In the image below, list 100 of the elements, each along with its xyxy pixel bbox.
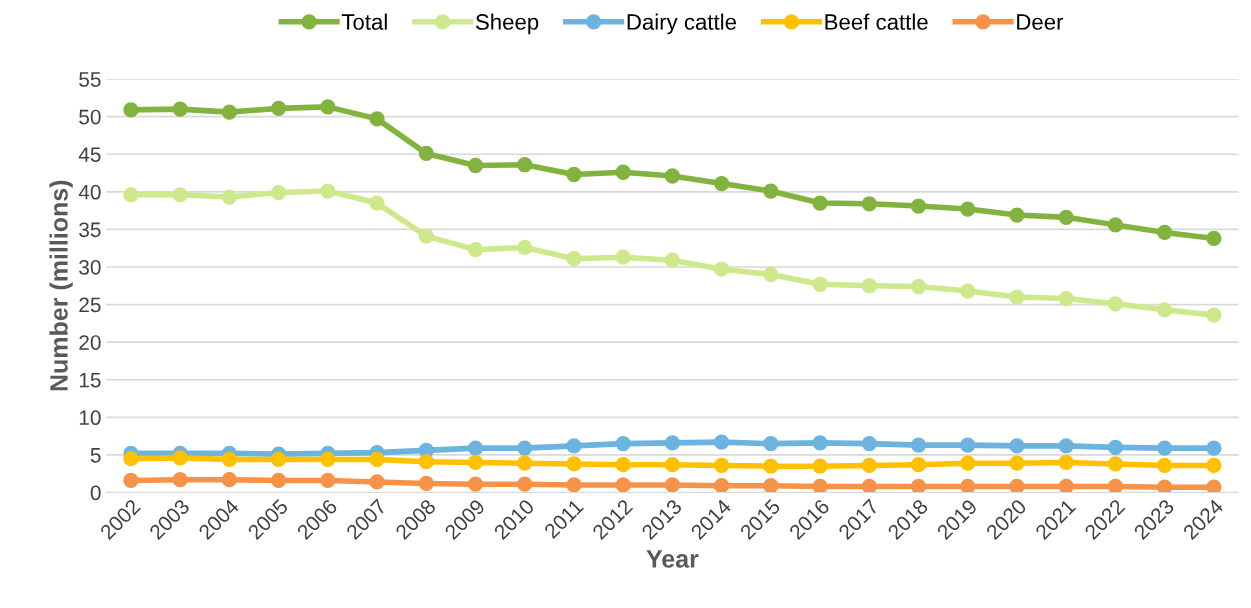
point bbox=[467, 157, 484, 174]
point bbox=[517, 157, 533, 173]
point bbox=[763, 266, 779, 283]
y-tick-label: 20 bbox=[79, 335, 101, 350]
point bbox=[320, 451, 336, 468]
point bbox=[418, 228, 434, 244]
point bbox=[713, 175, 730, 192]
point bbox=[812, 478, 828, 493]
point bbox=[615, 249, 631, 265]
point bbox=[418, 475, 434, 492]
y-tick-label: 5 bbox=[90, 448, 101, 463]
point bbox=[960, 437, 976, 453]
point bbox=[763, 435, 779, 452]
point bbox=[861, 196, 877, 212]
point bbox=[467, 242, 484, 258]
point bbox=[910, 437, 927, 453]
point bbox=[664, 457, 681, 473]
point bbox=[1107, 296, 1124, 312]
point bbox=[1206, 457, 1222, 474]
point bbox=[270, 451, 287, 468]
point bbox=[812, 276, 828, 292]
point bbox=[1157, 457, 1173, 474]
y-tick-label: 40 bbox=[78, 184, 101, 200]
point bbox=[1058, 478, 1074, 493]
point bbox=[418, 145, 434, 162]
point bbox=[1206, 307, 1222, 323]
point bbox=[418, 454, 434, 470]
point bbox=[123, 451, 139, 467]
point bbox=[1107, 456, 1124, 472]
legend-label: Total bbox=[341, 13, 387, 30]
point bbox=[172, 472, 188, 488]
point bbox=[369, 474, 385, 490]
x-axis-title: Year bbox=[646, 550, 699, 568]
point bbox=[1107, 478, 1124, 493]
point bbox=[615, 477, 631, 493]
point bbox=[1206, 479, 1222, 493]
point bbox=[812, 195, 828, 211]
y-tick-label: 10 bbox=[79, 410, 101, 426]
point bbox=[664, 435, 681, 451]
point bbox=[270, 184, 287, 201]
y-tick-label: 15 bbox=[79, 372, 101, 388]
point bbox=[1058, 290, 1074, 307]
point bbox=[1009, 455, 1025, 471]
legend-label: Beef cattle bbox=[825, 13, 928, 30]
point bbox=[566, 456, 582, 472]
point bbox=[1206, 230, 1222, 247]
point bbox=[517, 239, 533, 256]
y-axis-title: Number (millions) bbox=[49, 180, 73, 391]
point bbox=[369, 451, 385, 468]
legend-label: Deer bbox=[1017, 14, 1064, 30]
point bbox=[960, 478, 976, 493]
point bbox=[467, 454, 484, 471]
point bbox=[566, 438, 582, 454]
point bbox=[910, 478, 927, 493]
point bbox=[172, 450, 188, 466]
point bbox=[861, 278, 877, 294]
point bbox=[221, 472, 238, 488]
point bbox=[713, 457, 730, 474]
point bbox=[1107, 217, 1124, 233]
point bbox=[270, 100, 287, 116]
point bbox=[517, 476, 533, 492]
point bbox=[1009, 207, 1025, 223]
y-tick-label: 0 bbox=[90, 485, 101, 501]
point bbox=[1058, 438, 1074, 454]
point bbox=[664, 168, 681, 184]
legend-label: Dairy cattle bbox=[627, 13, 737, 35]
point bbox=[320, 472, 336, 489]
y-tick-label: 55 bbox=[79, 72, 101, 87]
point bbox=[1009, 478, 1025, 493]
point bbox=[467, 476, 484, 492]
point bbox=[763, 478, 779, 493]
y-tick-label: 30 bbox=[79, 259, 101, 275]
point bbox=[1009, 289, 1025, 305]
point bbox=[615, 164, 631, 180]
point bbox=[763, 458, 779, 474]
point bbox=[861, 478, 877, 493]
y-tick-label: 35 bbox=[79, 222, 101, 238]
point bbox=[517, 455, 533, 471]
point bbox=[1157, 224, 1173, 241]
y-tick-label: 45 bbox=[78, 147, 101, 162]
point bbox=[664, 477, 681, 493]
point bbox=[1157, 479, 1173, 493]
point bbox=[1157, 440, 1173, 456]
point bbox=[812, 435, 828, 451]
point bbox=[713, 261, 730, 277]
point bbox=[910, 278, 927, 295]
point bbox=[172, 101, 188, 117]
point bbox=[812, 458, 828, 474]
point bbox=[320, 99, 336, 115]
point bbox=[369, 195, 385, 211]
point bbox=[517, 440, 533, 456]
point bbox=[713, 434, 730, 450]
y-tick-label: 50 bbox=[79, 109, 101, 125]
point bbox=[221, 104, 238, 120]
point bbox=[566, 251, 582, 267]
point bbox=[664, 252, 681, 268]
point bbox=[1058, 454, 1074, 471]
point bbox=[1107, 439, 1124, 456]
point bbox=[221, 189, 238, 205]
point bbox=[566, 166, 582, 183]
